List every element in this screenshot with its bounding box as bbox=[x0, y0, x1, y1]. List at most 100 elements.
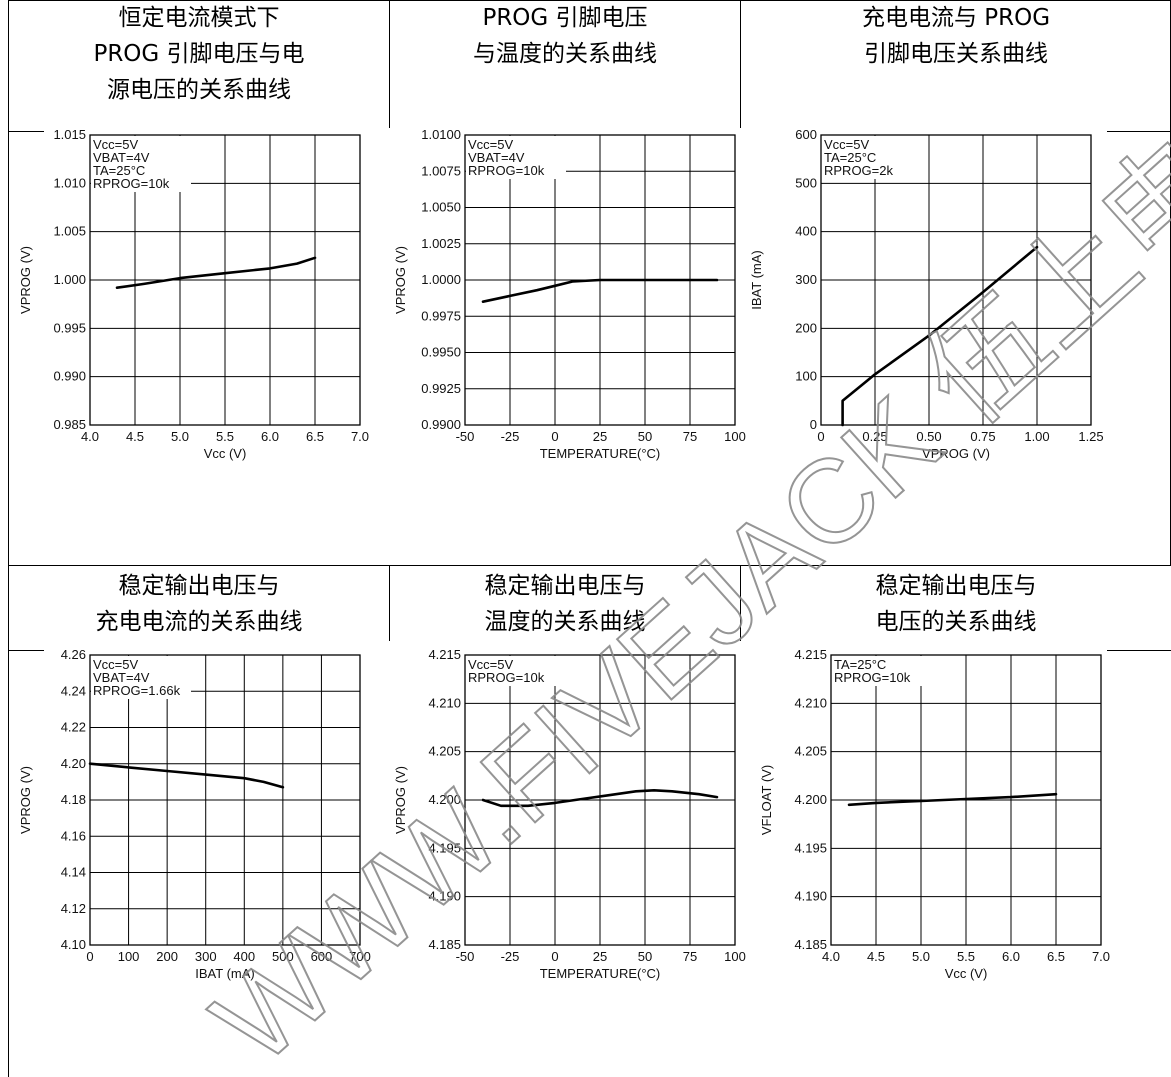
y-tick-label: 4.185 bbox=[428, 937, 461, 952]
annotation-background bbox=[91, 656, 191, 699]
title-line: PROG 引脚电压 bbox=[482, 5, 648, 31]
y-tick-label: 1.010 bbox=[53, 175, 86, 190]
annotation-text: RPROG=10k bbox=[93, 176, 170, 191]
title-line: 电压的关系曲线 bbox=[875, 609, 1037, 635]
x-tick-label: 25 bbox=[593, 429, 607, 444]
annotation-background bbox=[466, 656, 566, 686]
annotation-text: Vcc=5V bbox=[93, 137, 138, 152]
frame-col-divider-3 bbox=[389, 565, 390, 641]
x-axis-label: Vcc (V) bbox=[204, 446, 247, 461]
chart-title-1: 恒定电流模式下 PROG 引脚电压与电 源电压的关系曲线 bbox=[9, 0, 389, 108]
x-tick-label: 0.50 bbox=[916, 429, 941, 444]
x-tick-label: 75 bbox=[683, 429, 697, 444]
annotation-text: VBAT=4V bbox=[93, 670, 150, 685]
annotation-text: TA=25°C bbox=[93, 163, 145, 178]
y-tick-label: 4.18 bbox=[61, 792, 86, 807]
y-tick-label: 0.9975 bbox=[421, 308, 461, 323]
y-tick-label: 200 bbox=[795, 320, 817, 335]
title-line: 稳定输出电压与 bbox=[875, 573, 1037, 599]
annotation-background bbox=[466, 136, 566, 179]
annotation-text: RPROG=10k bbox=[468, 670, 545, 685]
x-tick-label: 100 bbox=[724, 429, 746, 444]
frame-top-border bbox=[8, 0, 1171, 1]
plot-frame bbox=[89, 654, 361, 946]
y-tick-label: 4.12 bbox=[61, 901, 86, 916]
x-axis-label: IBAT (mA) bbox=[195, 966, 254, 981]
annotation-text: RPROG=10k bbox=[834, 670, 911, 685]
x-tick-label: 4.5 bbox=[867, 949, 885, 964]
frame-col-divider-2 bbox=[740, 0, 741, 128]
chart-title-5: 稳定输出电压与 温度的关系曲线 bbox=[390, 568, 740, 640]
title-line: 温度的关系曲线 bbox=[484, 609, 646, 635]
annotation-text: RPROG=2k bbox=[824, 163, 893, 178]
title-line: 引脚电压关系曲线 bbox=[864, 41, 1048, 67]
chart-title-4: 稳定输出电压与 充电电流的关系曲线 bbox=[9, 568, 389, 640]
annotation-text: VBAT=4V bbox=[468, 150, 525, 165]
y-axis-label: VPROG (V) bbox=[18, 246, 33, 314]
annotation-text: RPROG=1.66k bbox=[93, 683, 181, 698]
y-axis-label: VPROG (V) bbox=[393, 246, 408, 314]
x-tick-label: 6.0 bbox=[1002, 949, 1020, 964]
y-tick-label: 1.0050 bbox=[421, 200, 461, 215]
frame-col-divider-4 bbox=[740, 565, 741, 641]
x-axis-label: TEMPERATURE(°C) bbox=[540, 446, 661, 461]
y-tick-label: 4.215 bbox=[428, 647, 461, 662]
annotation-text: VBAT=4V bbox=[93, 150, 150, 165]
title-line: 充电电流与 PROG bbox=[861, 5, 1051, 31]
y-tick-label: 1.000 bbox=[53, 272, 86, 287]
frame-row-divider bbox=[8, 565, 1171, 566]
x-tick-label: 400 bbox=[233, 949, 255, 964]
y-tick-label: 4.10 bbox=[61, 937, 86, 952]
x-tick-label: 6.0 bbox=[261, 429, 279, 444]
y-tick-label: 0.9900 bbox=[421, 417, 461, 432]
watermark-text: WWW.FIVEJACK 伍上电子科技 bbox=[189, 0, 1171, 1077]
y-axis-label: VPROG (V) bbox=[18, 766, 33, 834]
y-tick-label: 0 bbox=[810, 417, 817, 432]
y-tick-label: 4.195 bbox=[428, 840, 461, 855]
y-tick-label: 4.200 bbox=[428, 792, 461, 807]
y-tick-label: 4.24 bbox=[61, 683, 86, 698]
series-line bbox=[847, 792, 1058, 807]
x-tick-label: 5.5 bbox=[216, 429, 234, 444]
x-tick-label: 1.00 bbox=[1024, 429, 1049, 444]
x-tick-label: 7.0 bbox=[351, 429, 369, 444]
y-tick-label: 4.210 bbox=[428, 695, 461, 710]
series-line bbox=[481, 278, 719, 303]
y-tick-label: 600 bbox=[795, 127, 817, 142]
series-line bbox=[115, 256, 317, 289]
plot-frame bbox=[89, 134, 361, 426]
y-tick-label: 4.200 bbox=[794, 792, 827, 807]
x-tick-label: 0 bbox=[817, 429, 824, 444]
chart-title-3: 充电电流与 PROG 引脚电压关系曲线 bbox=[741, 0, 1171, 72]
x-tick-label: 6.5 bbox=[1047, 949, 1065, 964]
x-tick-label: 4.5 bbox=[126, 429, 144, 444]
title-line: 恒定电流模式下 bbox=[118, 5, 280, 31]
annotation-background bbox=[832, 656, 932, 686]
y-tick-label: 4.190 bbox=[428, 889, 461, 904]
x-tick-label: 500 bbox=[272, 949, 294, 964]
series-line bbox=[481, 789, 719, 808]
y-tick-label: 4.16 bbox=[61, 828, 86, 843]
y-tick-label: 4.185 bbox=[794, 937, 827, 952]
title-line: 充电电流的关系曲线 bbox=[95, 609, 303, 635]
y-tick-label: 1.015 bbox=[53, 127, 86, 142]
x-tick-label: 50 bbox=[638, 429, 652, 444]
annotation-text: TA=25°C bbox=[834, 657, 886, 672]
x-tick-label: -50 bbox=[456, 949, 475, 964]
x-tick-label: 4.0 bbox=[81, 429, 99, 444]
annotation-text: TA=25°C bbox=[824, 150, 876, 165]
frame-tick-right-bottom bbox=[1107, 650, 1171, 651]
plot-frame bbox=[820, 134, 1092, 426]
x-tick-label: 5.0 bbox=[912, 949, 930, 964]
y-tick-label: 4.215 bbox=[794, 647, 827, 662]
chart-title-2: PROG 引脚电压 与温度的关系曲线 bbox=[390, 0, 740, 72]
x-tick-label: -50 bbox=[456, 429, 475, 444]
x-axis-label: TEMPERATURE(°C) bbox=[540, 966, 661, 981]
y-tick-label: 0.990 bbox=[53, 369, 86, 384]
y-tick-label: 0.995 bbox=[53, 320, 86, 335]
y-tick-label: 1.0000 bbox=[421, 272, 461, 287]
frame-left-border bbox=[8, 0, 9, 1077]
